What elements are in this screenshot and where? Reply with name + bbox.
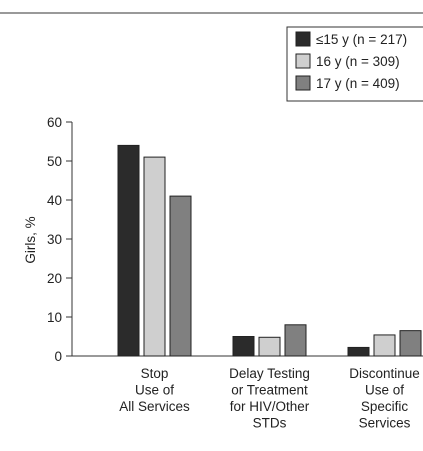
bar <box>117 144 140 357</box>
y-tick-label: 0 <box>54 349 62 364</box>
y-tick-label: 10 <box>47 310 62 325</box>
legend-label: ≤15 y (n = 217) <box>316 32 407 47</box>
bar <box>143 156 166 357</box>
y-tick-label: 40 <box>47 193 62 208</box>
bar <box>232 336 255 357</box>
legend-swatch <box>295 75 311 91</box>
category-label: Discontinue Use of Specific Services <box>349 366 420 431</box>
legend-swatch <box>295 53 311 69</box>
bar <box>373 334 396 357</box>
legend-label: 16 y (n = 309) <box>316 54 400 69</box>
legend-swatch <box>295 31 311 47</box>
bars <box>117 144 422 357</box>
category-label: Delay Testing or Treatment for HIV/Other ST… <box>229 366 310 431</box>
bar <box>347 346 370 357</box>
y-tick-label: 60 <box>47 115 62 130</box>
y-tick-label: 50 <box>47 154 62 169</box>
bar <box>284 324 307 357</box>
y-ticks: 0 10 20 30 40 50 60 <box>47 115 72 364</box>
bar <box>258 336 281 357</box>
legend: ≤15 y (n = 217) 16 y (n = 309) 17 y (n = 4… <box>286 26 423 102</box>
y-tick-label: 30 <box>47 232 62 247</box>
bar <box>169 195 192 357</box>
y-tick-label: 20 <box>47 271 62 286</box>
category-labels: Stop Use of All Services Delay Testing or Tr… <box>119 366 420 431</box>
bar <box>399 330 422 357</box>
y-axis-title: Girls, % <box>23 216 38 263</box>
category-label: Stop Use of All Services <box>119 366 190 414</box>
legend-label: 17 y (n = 409) <box>316 76 400 91</box>
